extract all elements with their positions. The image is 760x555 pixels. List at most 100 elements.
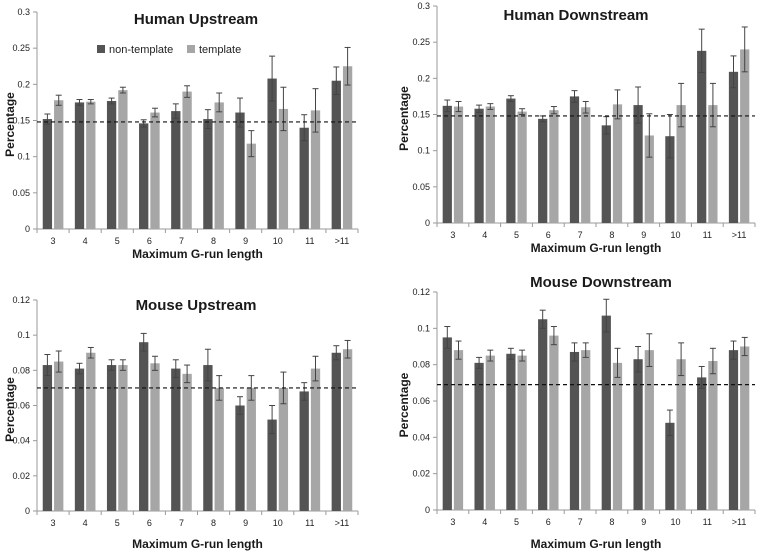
bar-template-2 (86, 101, 96, 229)
x-tick-label: 6 (147, 236, 152, 246)
bar-nontemplate-1 (442, 337, 452, 510)
bar-template-10 (342, 66, 353, 229)
bar-nontemplate-3 (106, 365, 117, 511)
chart-panel-1: Human Upstream 0 0.05 0.1 0.15 0.2 0.25 0.3 3 4 5 6… (3, 7, 359, 261)
x-tick-label: 7 (179, 518, 184, 528)
x-tick-label: 9 (243, 518, 248, 528)
bar-template-8 (676, 359, 686, 510)
y-tick-label: 0.12 (12, 295, 30, 305)
bar-nontemplate-2 (474, 108, 484, 223)
x-tick-label: 4 (482, 230, 487, 240)
bar-nontemplate-1 (42, 365, 53, 511)
bar-template-3 (517, 355, 527, 510)
bar-nontemplate-5 (569, 351, 580, 510)
x-tick-label: 6 (546, 517, 551, 527)
bar-template-3 (517, 111, 527, 223)
x-tick-label: 10 (670, 517, 680, 527)
y-axis-label: Percentage (3, 92, 17, 157)
bar-nontemplate-6 (203, 365, 213, 511)
y-tick-label: 0.04 (12, 436, 30, 446)
legend-label-2: template (199, 44, 241, 56)
x-tick-label: 10 (273, 518, 283, 528)
y-tick-label: 0.05 (412, 182, 430, 192)
bar-template-9 (708, 105, 718, 223)
y-axis-label: Percentage (397, 372, 411, 437)
x-tick-label: 9 (641, 230, 646, 240)
y-tick-label: 0.02 (412, 469, 430, 479)
bar-nontemplate-3 (506, 98, 516, 223)
bar-nontemplate-8 (665, 422, 675, 510)
x-tick-label: 5 (514, 517, 519, 527)
bar-nontemplate-10 (331, 352, 341, 511)
bar-nontemplate-6 (601, 315, 611, 510)
x-tick-label: 5 (115, 518, 120, 528)
legend-swatch-2 (187, 45, 195, 53)
x-tick-label: 10 (670, 230, 680, 240)
x-tick-label: 11 (305, 236, 314, 246)
x-tick-label: 5 (514, 230, 519, 240)
chart-panel-3: Mouse Upstream 0 0.02 0.04 0.06 0.08 0.1 0.12 3 4… (3, 295, 359, 551)
bar-template-7 (644, 350, 654, 510)
y-tick-label: 0.08 (12, 365, 30, 375)
x-tick-label: 5 (115, 236, 120, 246)
chart-panel-4: Mouse Downstream 0 0.02 0.04 0.06 0.08 0.1 0.12… (397, 274, 756, 551)
x-tick-label: 9 (641, 517, 646, 527)
legend: non-template template (97, 44, 241, 56)
bar-nontemplate-10 (331, 80, 341, 229)
y-tick-label: 0.15 (12, 116, 30, 126)
bar-template-5 (182, 91, 192, 229)
bar-template-9 (310, 110, 321, 229)
bar-template-8 (676, 105, 686, 223)
bar-template-4 (549, 335, 559, 510)
x-tick-label: 8 (609, 517, 614, 527)
x-tick-label: 3 (450, 230, 455, 240)
bar-template-9 (310, 368, 321, 511)
x-axis-label: Maximum G-run length (132, 537, 263, 551)
bar-nontemplate-10 (728, 71, 739, 223)
legend-label-1: non-template (109, 44, 173, 56)
bar-nontemplate-2 (474, 362, 484, 510)
x-tick-label: 11 (305, 518, 314, 528)
bar-template-1 (54, 100, 64, 229)
x-axis-label: Maximum G-run length (132, 247, 263, 261)
y-tick-label: 0 (25, 224, 30, 234)
y-tick-label: 0.02 (12, 471, 30, 481)
x-tick-label: 11 (703, 517, 712, 527)
bar-template-1 (453, 350, 464, 510)
bar-nontemplate-6 (203, 119, 213, 229)
legend-swatch-1 (97, 45, 105, 53)
bar-nontemplate-7 (633, 105, 643, 223)
x-tick-label: 7 (578, 230, 583, 240)
x-tick-label: 7 (578, 517, 583, 527)
bar-nontemplate-5 (171, 368, 181, 511)
bar-template-3 (118, 365, 128, 511)
x-tick-label: 6 (147, 518, 152, 528)
x-tick-label: >11 (335, 236, 350, 246)
bar-nontemplate-3 (506, 353, 516, 510)
bar-nontemplate-1 (442, 105, 452, 223)
chart-panel-2: Human Downstream 0 0.05 0.1 0.15 0.2 0.25 0.3 3 4… (397, 1, 756, 255)
x-tick-label: 6 (546, 230, 551, 240)
x-tick-label: 8 (211, 518, 216, 528)
x-tick-label: 11 (703, 230, 712, 240)
x-tick-label: 3 (51, 518, 56, 528)
x-tick-label: 3 (51, 236, 56, 246)
bar-nontemplate-7 (633, 359, 643, 510)
x-tick-label: 4 (83, 236, 88, 246)
bar-template-4 (549, 110, 559, 223)
bar-template-7 (644, 135, 654, 223)
bar-template-10 (342, 349, 353, 511)
y-tick-label: 0 (425, 505, 430, 515)
y-tick-label: 0.06 (412, 396, 430, 406)
y-axis-label: Percentage (3, 377, 17, 442)
x-axis-label: Maximum G-run length (531, 537, 662, 551)
x-tick-label: 4 (482, 517, 487, 527)
bar-nontemplate-4 (139, 123, 149, 229)
x-axis-label: Maximum G-run length (531, 241, 662, 255)
bar-template-5 (581, 107, 591, 223)
bar-nontemplate-4 (538, 118, 548, 223)
y-tick-label: 0.1 (417, 146, 430, 156)
chart-title: Human Upstream (134, 11, 258, 28)
x-tick-label: >11 (335, 518, 350, 528)
